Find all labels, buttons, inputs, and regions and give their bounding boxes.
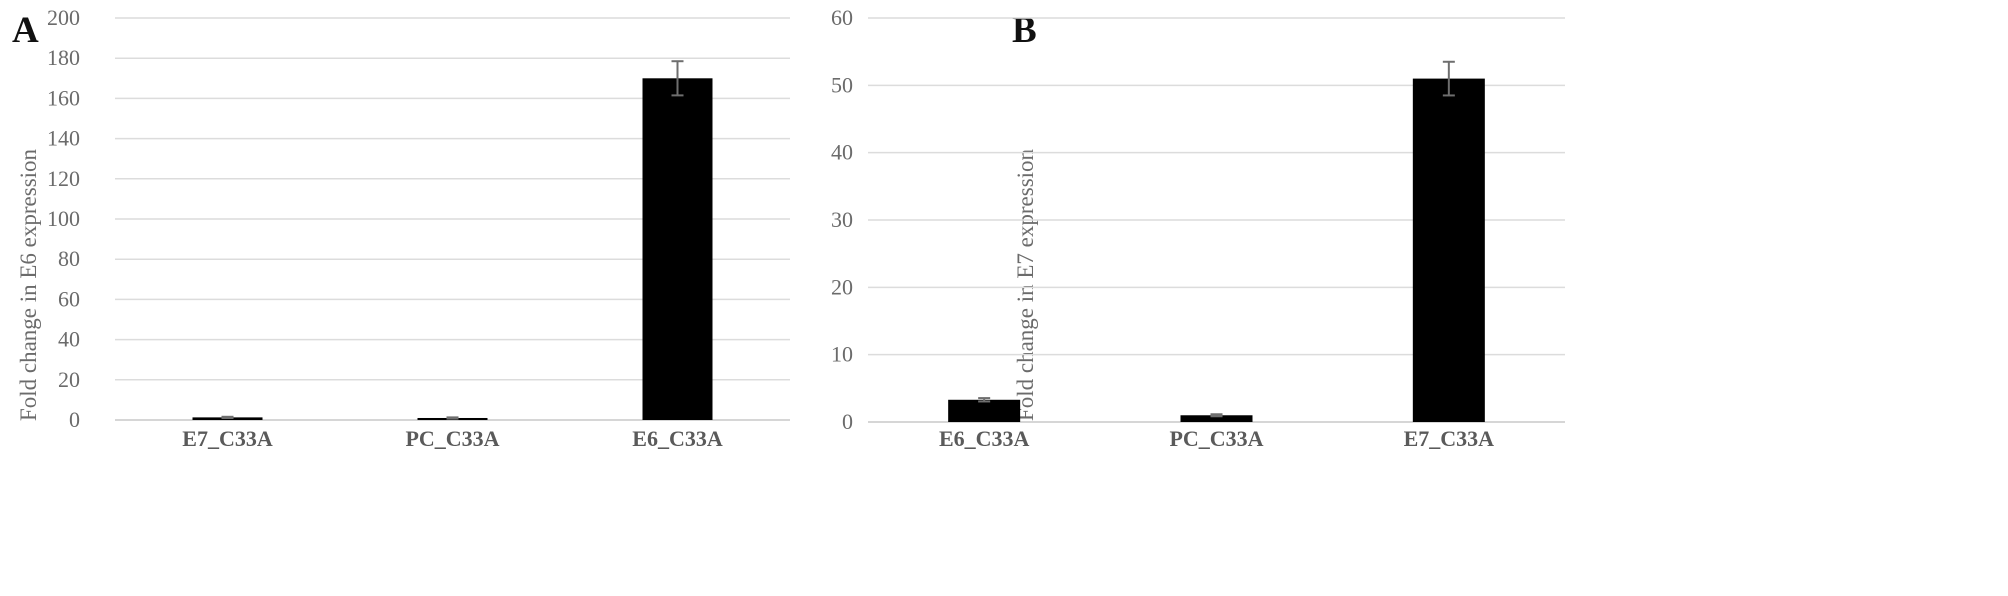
panel-a-y-tick-label: 20 — [58, 367, 80, 392]
panel-b-y-tick-label: 60 — [831, 5, 853, 30]
panel-a-error-bars — [221, 60, 684, 420]
panel-a-x-ticks: E7_C33A PC_C33A E6_C33A — [182, 426, 723, 451]
panel-a-x-tick-label: PC_C33A — [405, 426, 499, 451]
panel-a-y-tick-label: 180 — [47, 45, 80, 70]
panel-b-y-tick-label: 20 — [831, 274, 853, 299]
panel-b-bars — [948, 78, 1485, 422]
panel-b-x-tick-label: E6_C33A — [939, 426, 1030, 451]
panel-a-y-axis-label: Fold change in E6 expression — [16, 148, 41, 421]
panel-a-x-tick-label: E6_C33A — [632, 426, 723, 451]
panel-a-y-tick-label: 160 — [47, 85, 80, 110]
panel-b-x-tick-label: E7_C33A — [1404, 426, 1495, 451]
panel-a-chart: A Fold change in E6 expression 0 20 40 60 80… — [12, 5, 790, 451]
panel-a-letter: A — [12, 10, 39, 51]
panel-b-x-ticks: E6_C33A PC_C33A E7_C33A — [939, 426, 1494, 451]
panel-a-y-ticks: 0 20 40 60 80 100 120 140 160 180 200 — [47, 5, 80, 432]
panel-a-x-tick-label: E7_C33A — [182, 426, 273, 451]
panel-b-chart: B Fold change in E7 expression 0 10 20 30 40… — [831, 5, 1565, 451]
panel-b-y-ticks: 0 10 20 30 40 50 60 — [831, 5, 853, 434]
panel-a-bar — [642, 78, 713, 421]
panel-a-y-tick-label: 60 — [58, 286, 80, 311]
panel-a-bars — [192, 78, 713, 421]
panel-b-y-tick-label: 40 — [831, 140, 853, 165]
panel-b-y-tick-label: 30 — [831, 207, 853, 232]
panel-b-x-tick-label: PC_C33A — [1169, 426, 1263, 451]
panel-b-y-tick-label: 50 — [831, 72, 853, 97]
panel-a-y-tick-label: 140 — [47, 126, 80, 151]
panel-a-y-tick-label: 80 — [58, 246, 80, 271]
panel-a-y-tick-label: 40 — [58, 327, 80, 352]
panel-a-y-tick-label: 200 — [47, 5, 80, 30]
panel-b-bar — [948, 399, 1021, 422]
panel-b-bar — [1412, 78, 1485, 422]
panel-b-y-tick-label: 10 — [831, 342, 853, 367]
panel-b-letter: B — [1012, 10, 1037, 51]
panel-b-error-bars — [978, 60, 1455, 418]
panel-b-y-axis-label: Fold change in E7 expression — [1013, 148, 1038, 421]
panel-a-y-tick-label: 0 — [69, 407, 80, 432]
panel-a-y-tick-label: 100 — [47, 206, 80, 231]
panel-b-y-tick-label: 0 — [842, 409, 853, 434]
panel-a-y-tick-label: 120 — [47, 166, 80, 191]
panel-b-bar — [1180, 415, 1253, 422]
